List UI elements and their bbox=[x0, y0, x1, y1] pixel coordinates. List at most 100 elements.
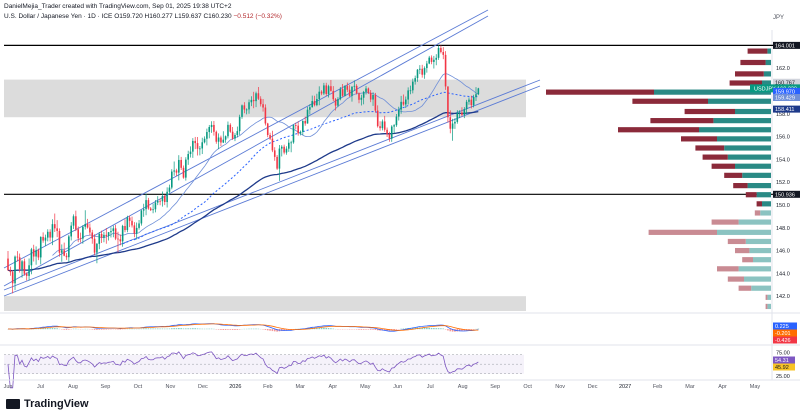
candle-body bbox=[56, 228, 58, 231]
candle-body bbox=[302, 121, 304, 132]
volume-profile-down-bar bbox=[695, 145, 724, 150]
macd-histogram-bar bbox=[239, 329, 241, 330]
candle-body bbox=[14, 257, 16, 284]
candle-body bbox=[337, 99, 339, 105]
macd-histogram-bar bbox=[208, 329, 210, 330]
macd-histogram-bar bbox=[197, 328, 199, 329]
candle-body bbox=[400, 102, 402, 110]
candle-body bbox=[461, 113, 463, 115]
macd-histogram-bar bbox=[370, 329, 372, 330]
candle-body bbox=[272, 139, 274, 151]
axis-price-label: 158.411 bbox=[775, 107, 794, 113]
candle-body bbox=[325, 85, 327, 94]
candle-body bbox=[201, 142, 203, 148]
candle-body bbox=[134, 225, 136, 233]
volume-profile-down-bar bbox=[546, 90, 654, 95]
macd-histogram-bar bbox=[159, 329, 161, 330]
candle-body bbox=[246, 109, 248, 110]
candle-body bbox=[31, 249, 33, 265]
volume-profile-up-bar bbox=[742, 173, 771, 178]
candle-body bbox=[178, 160, 180, 173]
candle-body bbox=[66, 256, 68, 257]
x-tick-label: 2026 bbox=[229, 384, 241, 390]
candle-body bbox=[330, 86, 332, 91]
x-tick-label: Feb bbox=[653, 384, 662, 390]
macd-histogram-bar bbox=[363, 329, 365, 330]
candle-body bbox=[94, 239, 96, 253]
macd-histogram-bar bbox=[190, 328, 192, 329]
candle-body bbox=[206, 132, 208, 139]
candle-body bbox=[105, 235, 107, 236]
candle-body bbox=[159, 201, 161, 202]
macd-histogram-bar bbox=[328, 328, 330, 329]
candle-body bbox=[155, 203, 157, 210]
candle-body bbox=[28, 265, 30, 276]
candle-body bbox=[89, 228, 91, 233]
candle-body bbox=[169, 188, 171, 192]
candle-body bbox=[445, 55, 447, 87]
candle-body bbox=[145, 200, 147, 209]
macd-histogram-bar bbox=[103, 329, 105, 330]
candle-body bbox=[26, 274, 28, 276]
macd-histogram-bar bbox=[162, 329, 164, 330]
volume-profile-down-bar bbox=[735, 71, 764, 76]
macd-histogram-bar bbox=[433, 328, 435, 329]
x-tick-label: Sep bbox=[101, 384, 111, 390]
macd-histogram-bar bbox=[267, 329, 269, 330]
candle-body bbox=[452, 123, 454, 128]
candle-body bbox=[77, 229, 79, 238]
candle-body bbox=[286, 149, 288, 153]
volume-profile-down-bar bbox=[735, 248, 749, 253]
macd-histogram-bar bbox=[332, 329, 334, 330]
volume-profile-up-bar bbox=[744, 276, 771, 281]
candle-body bbox=[431, 58, 433, 62]
candle-body bbox=[419, 69, 421, 70]
candle-body bbox=[91, 232, 93, 238]
macd-histogram-bar bbox=[199, 329, 201, 330]
symbol-name[interactable]: U.S. Dollar / Japanese Yen · 1D · ICE bbox=[4, 13, 112, 20]
volume-profile-down-bar bbox=[712, 164, 735, 169]
brand-name: TradingView bbox=[24, 398, 89, 410]
candle-body bbox=[426, 64, 428, 69]
candle-body bbox=[262, 104, 264, 107]
macd-histogram-bar bbox=[372, 329, 374, 330]
candle-body bbox=[288, 143, 290, 149]
candle-body bbox=[7, 259, 9, 271]
macd-histogram-bar bbox=[424, 328, 426, 329]
y-tick-label: 156.0 bbox=[776, 135, 790, 141]
volume-profile-up-bar bbox=[751, 286, 771, 291]
candle-body bbox=[297, 126, 299, 134]
tradingview-logo[interactable]: TradingView bbox=[6, 398, 89, 410]
candle-body bbox=[318, 92, 320, 99]
candle-body bbox=[47, 232, 49, 238]
x-tick-label: Oct bbox=[523, 384, 532, 390]
candle-body bbox=[314, 101, 316, 105]
candle-body bbox=[393, 125, 395, 126]
macd-axis-label: -0.426 bbox=[775, 338, 791, 344]
x-tick-label: Jul bbox=[427, 384, 434, 390]
x-tick-label: 2027 bbox=[619, 384, 631, 390]
candle-body bbox=[157, 201, 159, 203]
candle-body bbox=[464, 109, 466, 115]
candle-body bbox=[438, 48, 440, 58]
macd-histogram-bar bbox=[269, 329, 271, 331]
macd-histogram-bar bbox=[440, 328, 442, 329]
candle-body bbox=[361, 98, 363, 100]
candle-body bbox=[21, 261, 23, 269]
x-tick-label: Jul bbox=[37, 384, 44, 390]
volume-profile-down-bar bbox=[742, 257, 753, 262]
macd-histogram-bar bbox=[157, 329, 159, 330]
macd-histogram-bar bbox=[438, 328, 440, 329]
candle-body bbox=[150, 209, 152, 211]
volume-profile-up-bar bbox=[766, 60, 771, 65]
candle-body bbox=[124, 226, 126, 230]
candle-body bbox=[52, 224, 54, 237]
candle-body bbox=[295, 125, 297, 126]
candle-body bbox=[428, 58, 430, 64]
x-tick-label: Mar bbox=[685, 384, 695, 390]
macd-histogram-bar bbox=[56, 328, 58, 329]
candle-body bbox=[190, 152, 192, 154]
candle-body bbox=[403, 102, 405, 105]
